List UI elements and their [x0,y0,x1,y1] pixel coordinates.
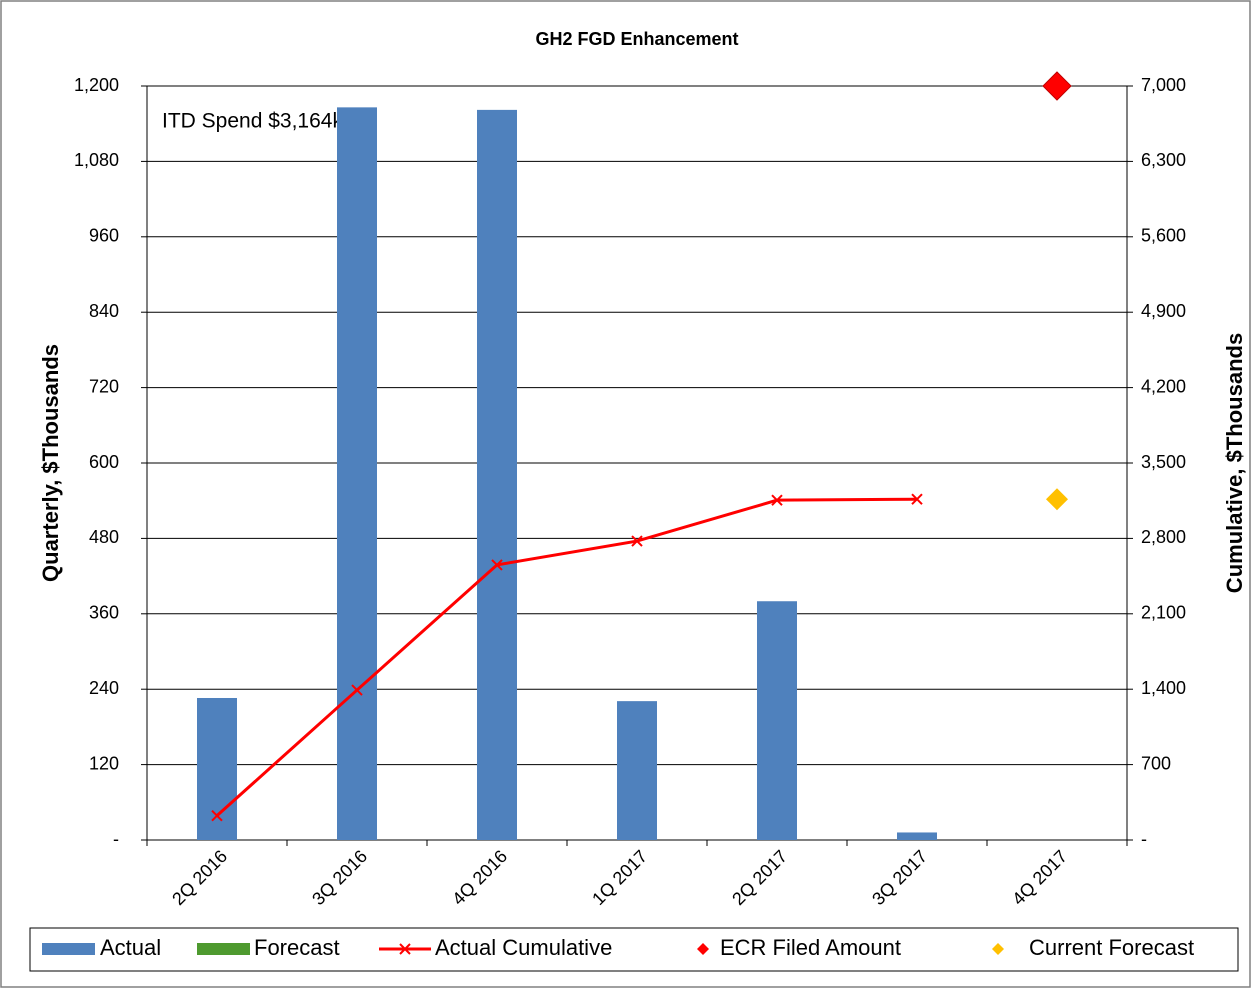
y-tick-label: - [113,829,119,849]
y2-tick-label: 3,500 [1141,452,1186,472]
legend-swatch [197,943,250,955]
y-axis-label: Quarterly, $Thousands [38,344,63,582]
bar [897,832,937,840]
bar [757,601,797,840]
y2-tick-label: 2,800 [1141,527,1186,547]
line-marker [771,494,783,506]
line-marker [211,809,223,822]
legend-swatch [42,943,95,955]
line-marker [351,684,363,696]
y-tick-label: 120 [89,753,119,773]
y2-axis-label: Cumulative, $Thousands [1222,333,1247,593]
legend-swatch [399,943,411,955]
bar [197,697,237,840]
y2-tick-label: 4,200 [1141,376,1186,396]
y2-tick-label: 5,600 [1141,226,1186,246]
y2-tick-label: - [1141,829,1147,849]
y-tick-label: 1,200 [74,75,119,95]
legend-label: Actual Cumulative [435,935,612,960]
y-tick-label: 840 [89,301,119,321]
legend-swatch [697,943,709,955]
chart-title: GH2 FGD Enhancement [535,29,738,49]
y2-tick-label: 7,000 [1141,75,1186,95]
y2-tick-label: 700 [1141,753,1171,773]
legend-swatch [992,943,1004,955]
y2-tick-label: 4,900 [1141,301,1186,321]
line-marker [631,535,643,547]
legend-label: ECR Filed Amount [720,935,901,960]
y-tick-label: 240 [89,678,119,698]
annotation: ITD Spend $3,164k [162,110,343,133]
bar [477,109,517,841]
legend-box [29,927,1239,972]
y-tick-label: 480 [89,527,119,547]
legend-label: Actual [100,935,161,960]
y-tick-label: 960 [89,226,119,246]
diamond-marker [1042,71,1072,101]
legend-label: Current Forecast [1029,935,1194,960]
y-tick-label: 360 [89,603,119,623]
y2-tick-label: 1,400 [1141,678,1186,698]
line-marker [911,493,923,505]
legend-label: Forecast [254,935,340,960]
line [215,497,918,817]
bar [337,107,377,840]
y2-tick-label: 2,100 [1141,603,1186,623]
y-tick-label: 1,080 [74,150,119,170]
diamond-marker [1046,488,1068,511]
y2-tick-label: 6,300 [1141,150,1186,170]
y-tick-label: 720 [89,376,119,396]
line-marker [491,559,503,571]
y-tick-label: 600 [89,452,119,472]
bar [617,701,657,840]
